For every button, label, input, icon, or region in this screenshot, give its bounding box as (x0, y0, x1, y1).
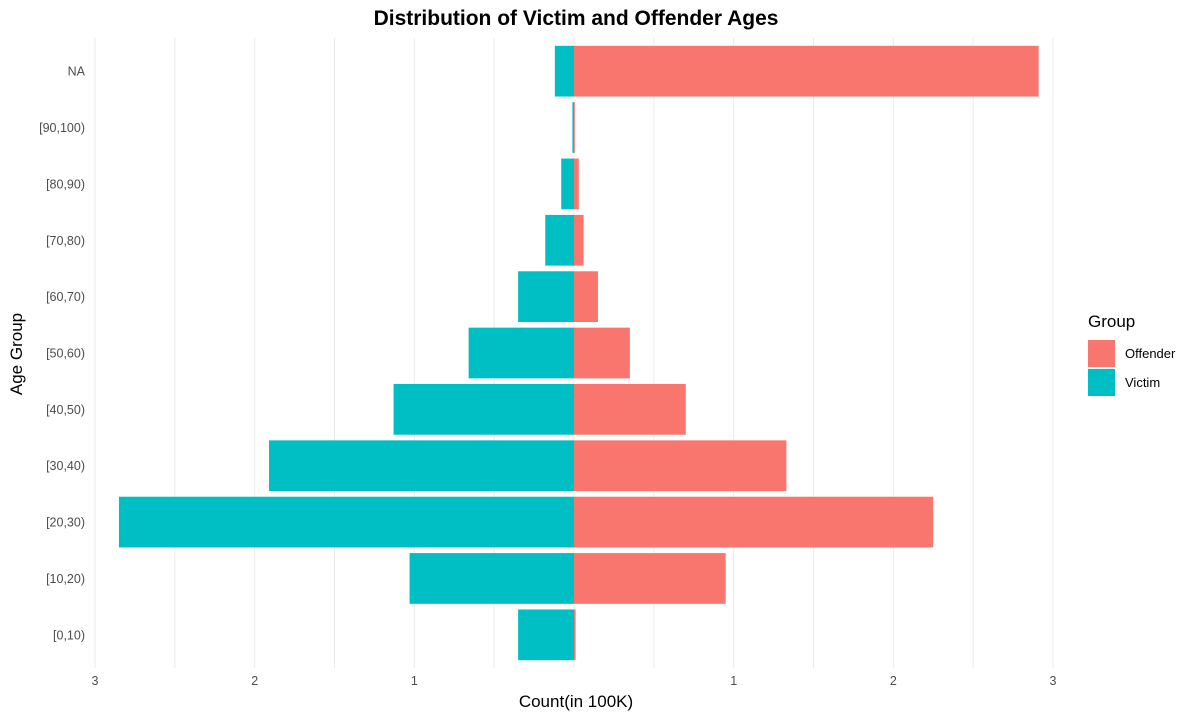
offender-bar (574, 609, 576, 661)
y-tick-label: [30,40) (46, 459, 85, 473)
offender-bar (574, 553, 726, 604)
x-tick-label: 2 (890, 674, 897, 688)
victim-bar (468, 327, 574, 379)
bars (118, 45, 1039, 661)
victim-bar (572, 102, 574, 153)
legend-title: Group (1088, 312, 1135, 331)
x-tick-label: 3 (92, 674, 99, 688)
legend-swatch-offender (1088, 340, 1115, 367)
y-tick-label: [90,100) (39, 121, 85, 135)
offender-bar (574, 102, 575, 153)
y-axis-title: Age Group (7, 313, 26, 395)
offender-bar (574, 271, 598, 322)
victim-bar (554, 45, 574, 97)
victim-bar (561, 158, 574, 210)
x-tick-label: 1 (411, 674, 418, 688)
offender-bar (574, 327, 630, 379)
legend-label-offender: Offender (1125, 346, 1176, 361)
y-tick-label: [70,80) (46, 234, 85, 248)
y-tick-label: [40,50) (46, 403, 85, 417)
y-tick-label: [50,60) (46, 347, 85, 361)
x-tick-label: 1 (730, 674, 737, 688)
y-tick-label: [0,10) (53, 628, 85, 642)
y-tick-label: [10,20) (46, 572, 85, 586)
victim-bar (409, 553, 574, 604)
offender-bar (574, 496, 934, 548)
victim-bar (269, 440, 574, 492)
offender-bar (574, 214, 584, 266)
victim-bar (518, 609, 574, 661)
legend-label-victim: Victim (1125, 375, 1160, 390)
offender-bar (574, 158, 579, 210)
victim-bar (518, 271, 574, 322)
legend-swatch-victim (1088, 369, 1115, 396)
victim-bar (393, 384, 574, 435)
y-tick-label: [60,70) (46, 290, 85, 304)
victim-bar (545, 214, 574, 266)
legend: Group Offender Victim (1088, 312, 1176, 396)
offender-bar (574, 440, 787, 492)
y-axis-tick-labels: [0,10) [10,20) [20,30) [30,40) [40,50) [50,60… (39, 65, 86, 643)
y-tick-label: [20,30) (46, 516, 85, 530)
victim-bar (118, 496, 574, 548)
x-axis-title: Count(in 100K) (519, 692, 633, 711)
x-tick-label: 3 (1050, 674, 1057, 688)
x-tick-label: 2 (251, 674, 258, 688)
y-tick-label: NA (68, 65, 86, 79)
y-tick-label: [80,90) (46, 177, 85, 191)
chart-title: Distribution of Victim and Offender Ages (374, 7, 779, 30)
x-axis-tick-labels: 3 2 1 1 2 3 (92, 674, 1057, 688)
offender-bar (574, 384, 686, 435)
offender-bar (574, 45, 1039, 97)
